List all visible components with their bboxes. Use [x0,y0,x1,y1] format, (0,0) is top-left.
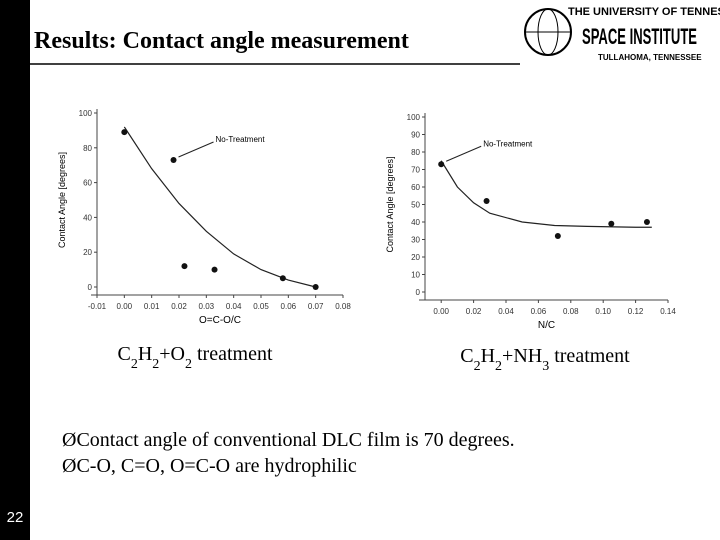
y-tick-label: 80 [411,148,420,157]
side-bar [0,0,30,540]
y-tick-label: 40 [411,218,420,227]
x-tick-label: 0.04 [498,307,514,316]
data-point [181,263,188,270]
caption-part: 2 [185,357,192,372]
bullets: ØContact angle of conventional DLC film … [62,429,515,477]
x-tick-label: 0.05 [253,302,269,311]
y-tick-label: 50 [411,201,420,210]
data-point [554,233,561,239]
bullet-marker: Ø [62,429,76,451]
caption: C2H2+O2 treatment [117,343,272,372]
fit-curve [440,160,652,228]
data-point [170,156,177,163]
caption-part: 2 [131,357,138,372]
chart: 0 20 40 60 80 100 -0.01 0.00 0.01 0.02 0.03 0.04 0.0… [57,109,351,326]
chart: 0 10 20 30 40 50 60 70 80 90 100 0.00 0.02 0.04 0.06 0.… [385,113,676,331]
slide-title: Results: Contact angle measurement [34,28,409,54]
x-tick-label: 0.02 [466,307,482,316]
caption-part: 2 [474,359,481,374]
x-tick-label: 0.08 [563,307,579,316]
y-tick-label: 90 [411,131,420,140]
y-tick-label: 60 [83,179,92,188]
x-tick-label: 0.01 [144,302,160,311]
caption-part: H [138,343,152,365]
data-point [211,266,218,273]
annotation-arrow [446,145,482,162]
caption: C2H2+NH3 treatment [460,345,630,374]
y-tick-label: 20 [411,253,420,262]
annotation-arrow [178,141,214,158]
data-point [312,284,319,290]
fit-curve [123,126,316,288]
data-point [121,129,128,136]
y-tick-label: 40 [83,213,92,222]
logo-text: TULLAHOMA, TENNESSEE [598,53,702,62]
x-tick-label: 0.00 [117,302,133,311]
y-axis-label: Contact Angle [degrees] [57,152,67,248]
caption-part: +NH [502,345,542,367]
x-axis-label: N/C [538,320,555,331]
x-tick-label: 0.14 [660,307,676,316]
data-point [279,275,286,282]
x-tick-label: 0.04 [226,302,242,311]
logo-text: THE UNIVERSITY OF TENNESSEE [568,6,720,18]
logo: THE UNIVERSITY OF TENNESSEE SPACE INSTIT… [524,6,720,62]
x-tick-label: 0.00 [433,307,449,316]
bullet-text: C-O, C=O, O=C-O are hydrophilic [76,455,356,477]
caption-part: treatment [549,345,630,367]
x-tick-label: 0.02 [171,302,187,311]
caption-part: 2 [495,359,502,374]
y-tick-label: 10 [411,271,420,280]
logo-text: SPACE INSTITUTE [582,24,697,49]
y-tick-label: 100 [407,113,421,122]
y-tick-label: 30 [411,236,420,245]
y-axis-label: Contact Angle [degrees] [385,156,395,252]
caption-part: treatment [192,343,273,365]
caption-part: 3 [542,359,549,374]
caption-part: C [117,343,130,365]
data-point [643,219,650,225]
caption-part: H [481,345,495,367]
x-axis-label: O=C-O/C [199,315,241,326]
y-tick-label: 20 [83,248,92,257]
x-tick-label: 0.08 [335,302,351,311]
caption-part: +O [159,343,185,365]
caption-part: C [460,345,473,367]
bullet-item: ØContact angle of conventional DLC film … [62,429,515,451]
x-tick-label: 0.03 [199,302,215,311]
data-point [608,220,615,227]
x-tick-label: -0.01 [88,302,107,311]
bullet-item: ØC-O, C=O, O=C-O are hydrophilic [62,455,357,477]
data-point [483,198,490,204]
y-tick-label: 0 [88,283,93,292]
x-tick-label: 0.10 [595,307,611,316]
page-number: 22 [7,509,24,526]
y-tick-label: 70 [411,166,420,175]
annotation: No-Treatment [483,139,533,148]
x-tick-label: 0.06 [281,302,297,311]
y-tick-label: 60 [411,183,420,192]
x-tick-label: 0.07 [308,302,324,311]
x-tick-label: 0.06 [531,307,547,316]
bullet-text: Contact angle of conventional DLC film i… [76,429,514,451]
bullet-marker: Ø [62,455,76,477]
data-point [438,161,445,168]
x-tick-label: 0.12 [628,307,644,316]
y-tick-label: 80 [83,144,92,153]
caption-part: 2 [152,357,159,372]
y-tick-label: 0 [416,288,421,297]
annotation: No-Treatment [216,135,266,144]
y-tick-label: 100 [79,109,93,118]
